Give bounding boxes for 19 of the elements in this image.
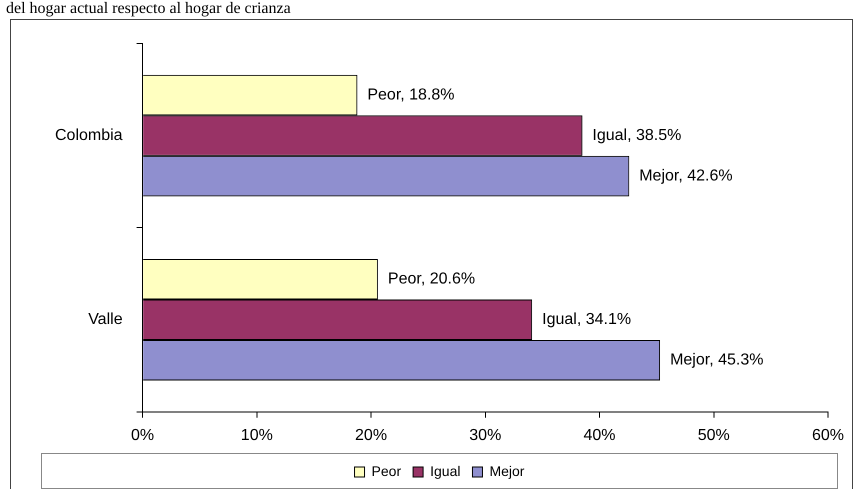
x-tick-label: 20% [355,426,388,444]
data-label: Peor, 18.8% [367,86,455,104]
data-label: Igual, 34.1% [542,311,632,328]
x-tick-label: 10% [240,426,273,444]
chart-title: del hogar actual respecto al hogar de crianza [6,0,291,18]
x-tick-label: 60% [812,426,844,444]
legend-label: Peor [372,462,402,479]
data-label: Mejor, 45.3% [670,352,764,369]
data-label: Igual, 38.5% [592,127,682,144]
x-tick-label: 50% [698,426,730,444]
x-tick-label: 40% [584,426,616,444]
legend-label: Igual [430,462,460,479]
data-label: Peor, 20.6% [388,270,476,288]
y-tick-label: Valle [88,311,123,328]
x-tick-label: 0% [131,426,154,444]
data-label: Mejor, 42.6% [639,168,733,185]
legend-label: Mejor [489,462,525,479]
y-tick-label: Colombia [54,127,123,144]
x-tick-label: 30% [469,426,502,444]
